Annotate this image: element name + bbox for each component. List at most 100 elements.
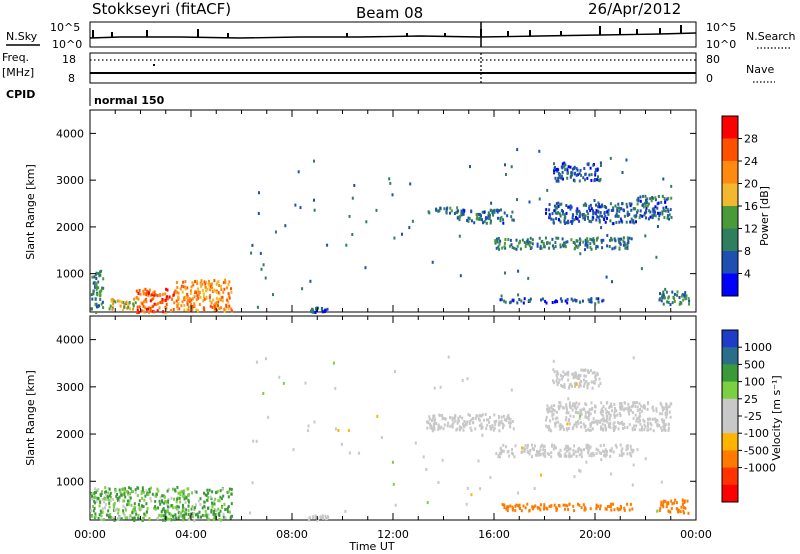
range-gate-cell — [478, 417, 480, 421]
range-gate-cell — [252, 439, 255, 443]
range-gate-cell — [497, 245, 500, 249]
range-gate-cell — [267, 415, 270, 419]
range-gate-cell — [618, 246, 621, 250]
range-gate-cell — [151, 293, 154, 297]
range-gate-cell — [428, 417, 431, 421]
range-gate-cell — [590, 297, 593, 301]
range-gate-cell — [597, 384, 600, 388]
range-gate-cell — [598, 420, 601, 424]
range-gate-cell — [489, 221, 492, 225]
range-gate-cell — [204, 514, 207, 518]
range-gate-cell — [548, 241, 551, 245]
range-gate-cell — [651, 417, 654, 421]
range-gate-cell — [108, 505, 111, 509]
range-gate-cell — [191, 515, 194, 519]
range-gate-cell — [647, 424, 649, 428]
range-gate-cell — [166, 503, 169, 507]
range-gate-cell — [212, 289, 215, 293]
range-gate-cell — [667, 295, 670, 299]
range-gate-cell — [146, 289, 149, 293]
range-gate-cell — [337, 429, 340, 432]
y-tick-label: 2000 — [56, 221, 84, 234]
range-gate-cell — [582, 203, 585, 207]
range-gate-cell — [196, 281, 199, 285]
range-gate-cell — [105, 497, 108, 501]
range-gate-cell — [579, 410, 582, 414]
range-gate-cell — [459, 215, 462, 218]
range-gate-cell — [165, 500, 168, 504]
range-gate-cell — [301, 287, 304, 291]
range-gate-cell — [122, 504, 125, 508]
range-gate-cell — [452, 417, 455, 421]
range-gate-cell — [687, 297, 690, 301]
range-gate-cell — [566, 297, 569, 301]
range-gate-cell — [556, 167, 559, 171]
range-gate-cell — [572, 372, 575, 376]
colorbar-tick-label: -25 — [744, 410, 762, 423]
range-gate-cell — [108, 501, 111, 505]
range-gate-cell — [96, 496, 99, 500]
range-gate-cell — [647, 401, 650, 405]
range-gate-cell — [187, 512, 190, 516]
range-gate-cell — [220, 497, 223, 501]
range-gate-cell — [314, 311, 317, 314]
range-gate-cell — [556, 416, 559, 420]
range-gate-cell — [528, 452, 531, 456]
range-gate-cell — [95, 490, 98, 494]
range-gate-cell — [163, 298, 166, 302]
range-gate-cell — [538, 149, 541, 153]
range-gate-cell — [312, 515, 315, 519]
range-gate-cell — [134, 511, 137, 514]
range-gate-cell — [422, 455, 425, 459]
range-gate-cell — [612, 208, 615, 212]
range-gate-cell — [556, 300, 559, 304]
range-gate-cell — [559, 448, 562, 452]
range-gate-cell — [582, 503, 585, 507]
range-gate-cell — [652, 409, 655, 412]
range-gate-cell — [596, 178, 599, 182]
range-gate-cell — [462, 211, 464, 215]
range-gate-cell — [618, 453, 621, 457]
range-gate-cell — [505, 173, 507, 176]
range-gate-cell — [446, 206, 449, 210]
range-gate-cell — [541, 297, 544, 301]
range-gate-cell — [206, 498, 209, 502]
range-gate-cell — [150, 499, 153, 503]
range-gate-cell — [649, 427, 652, 431]
range-gate-cell — [176, 286, 179, 289]
range-gate-cell — [562, 406, 565, 410]
range-gate-cell — [667, 509, 670, 513]
range-gate-cell — [480, 424, 483, 428]
range-gate-cell — [222, 281, 225, 285]
range-gate-cell — [389, 181, 392, 185]
range-gate-cell — [582, 384, 585, 388]
range-gate-cell — [555, 168, 558, 171]
range-gate-cell — [192, 512, 195, 515]
range-gate-cell — [508, 454, 511, 458]
range-gate-cell — [577, 373, 580, 377]
range-gate-cell — [228, 296, 231, 300]
range-gate-cell — [202, 292, 205, 296]
range-gate-cell — [161, 500, 164, 504]
range-gate-cell — [662, 406, 665, 410]
range-gate-cell — [102, 286, 105, 290]
range-gate-cell — [451, 418, 454, 422]
range-gate-cell — [608, 406, 611, 410]
range-gate-cell — [498, 420, 501, 424]
range-gate-cell — [658, 412, 661, 416]
range-gate-cell — [587, 217, 590, 221]
range-gate-cell — [112, 299, 115, 303]
velocity-colorbar-label: Velocity [m s⁻¹] — [770, 375, 783, 460]
range-gate-cell — [539, 445, 542, 449]
range-gate-cell — [495, 246, 498, 250]
range-gate-cell — [274, 230, 277, 234]
range-gate-cell — [630, 448, 633, 452]
range-gate-cell — [459, 428, 461, 432]
range-gate-cell — [575, 299, 577, 303]
range-gate-cell — [554, 417, 557, 421]
range-gate-cell — [604, 220, 607, 224]
range-gate-cell — [610, 238, 613, 242]
range-gate-cell — [652, 207, 655, 211]
colorbar-tick-label: 12 — [744, 223, 758, 236]
range-gate-cell — [216, 281, 219, 285]
